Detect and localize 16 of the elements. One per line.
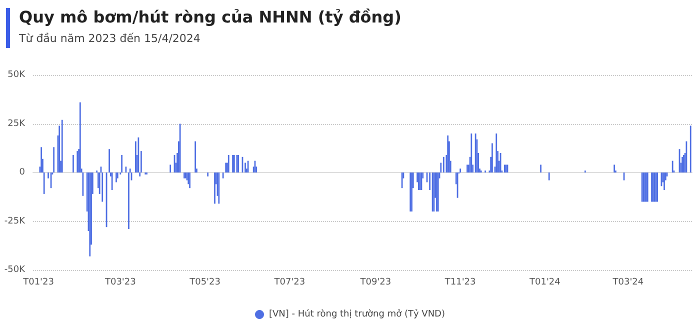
y-tick-label: 0 xyxy=(19,168,26,178)
x-tick-label: T03'24 xyxy=(612,278,644,288)
y-tick-label: -50K xyxy=(4,265,26,275)
y-tick-label: 50K xyxy=(8,70,26,80)
x-tick-label: T05'23 xyxy=(188,278,220,288)
x-tick-label: T01'24 xyxy=(528,278,561,288)
x-tick-label: T11'23 xyxy=(444,278,476,288)
chart-subtitle: Từ đầu năm 2023 đến 15/4/2024 xyxy=(18,32,200,45)
y-tick-label: 25K xyxy=(8,118,26,129)
x-tick-label: T03'23 xyxy=(104,278,136,288)
x-tick-label: T01'23 xyxy=(22,278,54,288)
x-tick-label: T09'23 xyxy=(359,278,392,288)
x-tick-label: T07'23 xyxy=(273,278,306,288)
y-tick-label: -25K xyxy=(4,216,26,226)
chart-title: Quy mô bơm/hút ròng của NHNN (tỷ đồng) xyxy=(19,8,402,26)
legend-label: [VN] - Hút ròng thị trường mở (Tỷ VND) xyxy=(269,308,446,320)
